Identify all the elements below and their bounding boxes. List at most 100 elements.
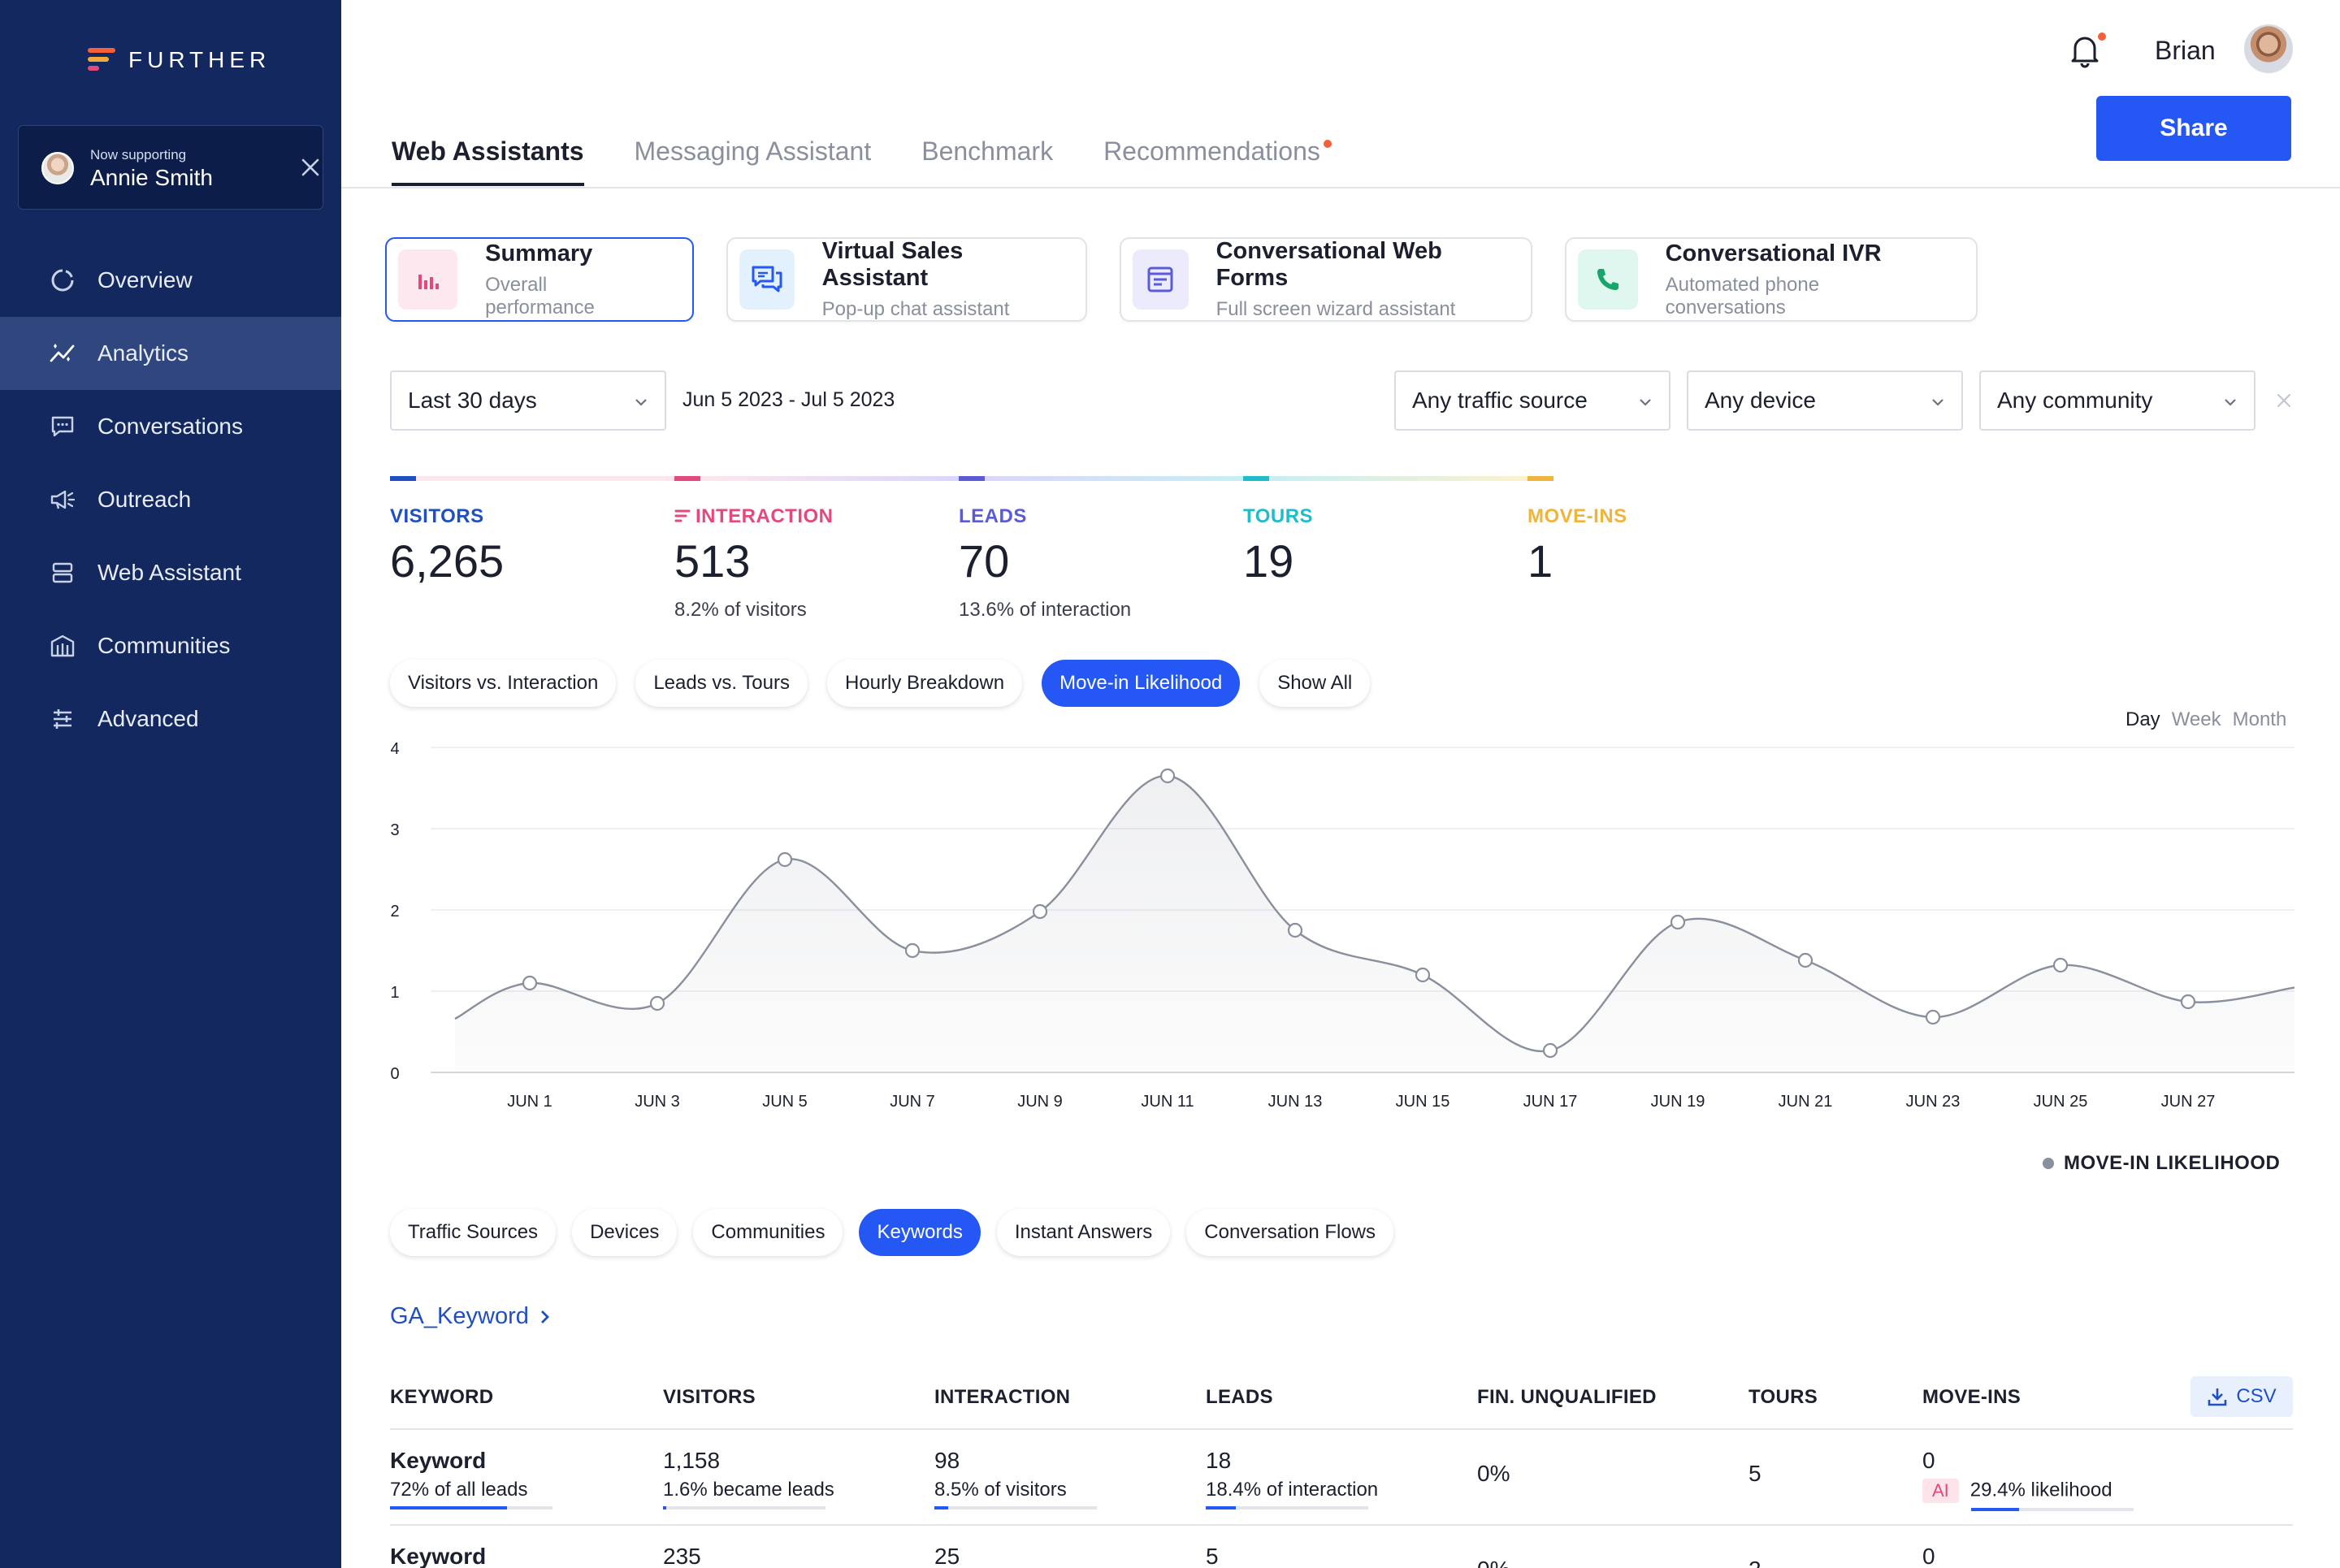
cell-move-ins: 0 AI 29.4% likelihood: [1922, 1448, 2134, 1511]
column-header-move-ins[interactable]: MOVE-INS: [1922, 1386, 2022, 1408]
kpi-value: 1: [1528, 535, 1554, 587]
data-point: [1159, 768, 1176, 784]
nav-item-overview[interactable]: Overview: [0, 244, 341, 317]
card-title: Conversational IVR: [1665, 240, 1882, 266]
card-conversational-web-forms[interactable]: Conversational Web Forms Full screen wiz…: [1120, 237, 1532, 322]
kpi-interaction[interactable]: INTERACTION 513 8.2% of visitors: [674, 476, 959, 622]
pill-traffic-sources[interactable]: Traffic Sources: [390, 1209, 557, 1256]
tab-benchmark[interactable]: Benchmark: [921, 136, 1053, 184]
select-value: Any traffic source: [1412, 388, 1588, 413]
web-form-icon: [1133, 249, 1189, 310]
column-header-leads[interactable]: LEADS: [1206, 1386, 1273, 1408]
pill-conversation-flows[interactable]: Conversation Flows: [1186, 1209, 1394, 1256]
nav-item-web-assistant[interactable]: Web Assistant: [0, 536, 341, 609]
kpi-value: 6,265: [390, 535, 505, 587]
x-tick-label: JUN 3: [635, 1093, 680, 1111]
kpi-accent-bar: [674, 476, 959, 481]
clear-filters-icon[interactable]: [2272, 388, 2296, 413]
column-header-visitors[interactable]: VISITORS: [663, 1386, 756, 1408]
device-select[interactable]: Any device: [1687, 370, 1963, 431]
card-conversational-ivr[interactable]: Conversational IVR Automated phone conve…: [1565, 237, 1978, 322]
tabs-divider: [341, 187, 2340, 188]
nav-item-analytics[interactable]: Analytics: [0, 317, 341, 390]
legend-marker: [2043, 1158, 2054, 1169]
nav-item-communities[interactable]: Communities: [0, 609, 341, 682]
chart-legend: MOVE-IN LIKELIHOOD: [2043, 1152, 2280, 1175]
visitors-value: 1,158: [663, 1448, 721, 1473]
traffic-source-select[interactable]: Any traffic source: [1394, 370, 1670, 431]
cell-leads: 18 18.4% of interaction: [1206, 1448, 1378, 1510]
nav-item-advanced[interactable]: Advanced: [0, 682, 341, 756]
data-point: [777, 851, 793, 868]
x-tick-label: JUN 1: [507, 1093, 552, 1111]
period-month[interactable]: Month: [2232, 708, 2287, 730]
main-tabs: Web Assistants Messaging Assistant Bench…: [392, 136, 1332, 186]
select-value: Any device: [1705, 388, 1816, 413]
community-select[interactable]: Any community: [1979, 370, 2256, 431]
keyword-name: Keyword: [390, 1448, 487, 1473]
visitors-rate: 1.6% became leads: [663, 1479, 834, 1501]
user-avatar[interactable]: [2244, 24, 2293, 73]
pill-communities[interactable]: Communities: [693, 1209, 843, 1256]
kpi-visitors[interactable]: VISITORS 6,265: [390, 476, 674, 587]
pill-keywords[interactable]: Keywords: [859, 1209, 981, 1256]
table-title-link[interactable]: GA_Keyword: [390, 1303, 552, 1330]
csv-download-button[interactable]: CSV: [2190, 1376, 2293, 1417]
nav-label: Communities: [98, 633, 231, 658]
card-virtual-sales-assistant[interactable]: Virtual Sales Assistant Pop-up chat assi…: [726, 237, 1087, 322]
tab-web-assistants[interactable]: Web Assistants: [392, 136, 584, 186]
date-range-select[interactable]: Last 30 days: [390, 370, 666, 431]
tab-messaging-assistant[interactable]: Messaging Assistant: [635, 136, 872, 184]
x-tick-label: JUN 15: [1396, 1093, 1450, 1111]
y-tick-label: 2: [390, 903, 399, 920]
nav-label: Overview: [98, 267, 193, 292]
pill-leads-vs-tours[interactable]: Leads vs. Tours: [635, 660, 808, 707]
card-subtitle: Overall performance: [485, 273, 595, 318]
download-icon: [2208, 1388, 2227, 1406]
period-day[interactable]: Day: [2126, 708, 2160, 730]
kpi-label: LEADS: [959, 505, 1027, 527]
nav-item-conversations[interactable]: Conversations: [0, 390, 341, 463]
brand-logo[interactable]: FURTHER: [88, 47, 271, 73]
share-button[interactable]: Share: [2096, 96, 2291, 161]
card-title: Conversational Web Forms: [1216, 238, 1442, 291]
x-tick-label: JUN 21: [1779, 1093, 1833, 1111]
column-header-fin-unqualified[interactable]: FIN. UNQUALIFIED: [1477, 1386, 1657, 1408]
fin-unqualified-value: 0%: [1477, 1557, 1510, 1568]
card-subtitle: Automated phone conversations: [1665, 273, 1820, 318]
x-tick-label: JUN 9: [1017, 1093, 1063, 1111]
column-header-interaction[interactable]: INTERACTION: [934, 1386, 1071, 1408]
pill-move-in-likelihood[interactable]: Move-in Likelihood: [1042, 660, 1241, 707]
nav-item-outreach[interactable]: Outreach: [0, 463, 341, 536]
kpi-label-row: INTERACTION: [674, 505, 959, 528]
pill-show-all[interactable]: Show All: [1259, 660, 1371, 707]
phone-icon: [1578, 249, 1638, 310]
data-point: [1925, 1009, 1941, 1025]
card-summary[interactable]: Summary Overall performance: [385, 237, 694, 322]
date-range-text: Jun 5 2023 - Jul 5 2023: [682, 388, 895, 411]
move-ins-value: 0: [1922, 1544, 1935, 1568]
kpi-subtext: 13.6% of interaction: [959, 599, 1132, 621]
further-logo-icon: [674, 509, 691, 522]
x-tick-label: JUN 27: [2161, 1093, 2216, 1111]
x-tick-label: JUN 23: [1906, 1093, 1961, 1111]
kpi-move-ins[interactable]: MOVE-INS 1: [1528, 476, 1812, 587]
y-tick-label: 4: [390, 740, 399, 758]
y-tick-label: 0: [390, 1065, 399, 1083]
pill-hourly-breakdown[interactable]: Hourly Breakdown: [826, 660, 1023, 707]
column-header-tours[interactable]: TOURS: [1748, 1386, 1818, 1408]
chevron-right-icon: [540, 1310, 549, 1323]
column-header-keyword[interactable]: KEYWORD: [390, 1386, 494, 1408]
kpi-tours[interactable]: TOURS 19: [1243, 476, 1528, 587]
data-point: [2180, 994, 2196, 1010]
tab-recommendations[interactable]: Recommendations: [1103, 136, 1332, 184]
close-icon[interactable]: [298, 155, 323, 180]
period-week[interactable]: Week: [2171, 708, 2221, 730]
pill-visitors-vs-interaction[interactable]: Visitors vs. Interaction: [390, 660, 617, 707]
table-title: GA_Keyword: [390, 1303, 529, 1329]
pill-instant-answers[interactable]: Instant Answers: [996, 1209, 1171, 1256]
kpi-leads[interactable]: LEADS 70 13.6% of interaction: [959, 476, 1243, 622]
pill-devices[interactable]: Devices: [572, 1209, 678, 1256]
x-tick-label: JUN 25: [2034, 1093, 2088, 1111]
notification-bell-icon[interactable]: [2069, 32, 2101, 68]
